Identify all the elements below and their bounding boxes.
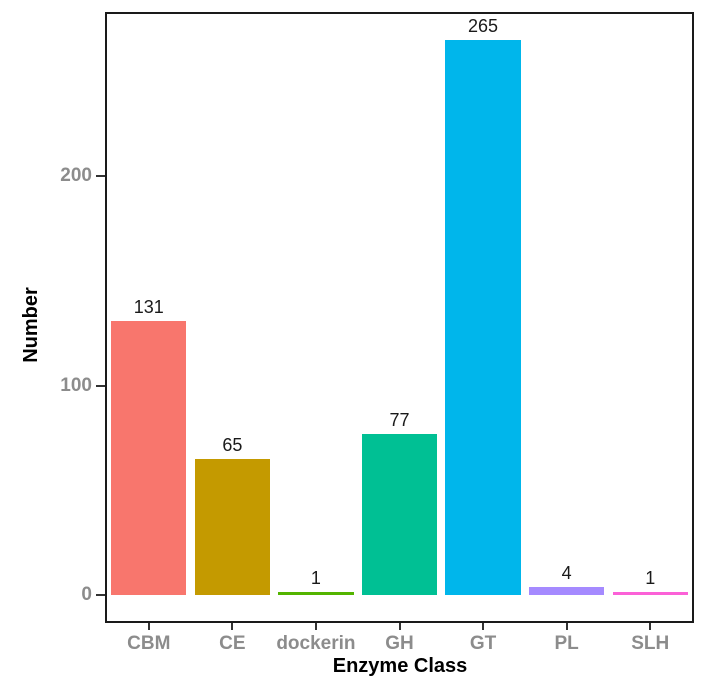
bar-value-label-gt: 265 [468, 16, 499, 36]
bar-dockerin [278, 592, 354, 595]
x-axis-tick-label-ce: CE [219, 633, 246, 654]
x-axis-tick-label-dockerin: dockerin [276, 633, 356, 654]
y-axis-tick-mark [96, 175, 105, 178]
x-axis-tick-mark-slh [649, 623, 652, 630]
x-axis-tick-mark-gt [482, 623, 485, 630]
bar-value-label-dockerin: 1 [310, 568, 321, 588]
bar-cbm [111, 320, 187, 595]
y-axis-tick-mark [96, 594, 105, 596]
x-axis-tick-mark-dockerin [314, 623, 317, 630]
x-axis-tick-label-slh: SLH [631, 633, 670, 654]
y-axis-tick-mark [96, 384, 105, 387]
bar-gt [445, 40, 521, 595]
y-axis-tick-label: 0 [81, 584, 92, 605]
x-axis-tick-label-gt: GT [469, 633, 497, 654]
x-axis-tick-label-cbm: CBM [127, 633, 171, 654]
x-axis-tick-mark-gh [398, 623, 401, 630]
y-axis-tick-label: 100 [60, 374, 92, 396]
bar-pl [529, 586, 605, 595]
bar-value-label-gh: 77 [389, 409, 410, 430]
bar-gh [361, 433, 438, 595]
bar-value-label-slh: 1 [645, 568, 656, 588]
bar-value-label-pl: 4 [561, 562, 572, 583]
bar-value-label-ce: 65 [222, 434, 243, 455]
bar-slh [612, 592, 688, 595]
x-axis-tick-label-pl: PL [554, 633, 579, 654]
x-axis-tick-label-gh: GH [385, 633, 414, 654]
x-axis-tick-mark-cbm [147, 623, 150, 630]
y-axis-title: Number [20, 287, 42, 363]
x-axis-title: Enzyme Class [332, 655, 468, 677]
y-axis-tick-label: 200 [60, 165, 92, 187]
bar-value-label-cbm: 131 [133, 296, 164, 317]
x-axis-tick-mark-ce [231, 623, 234, 630]
x-axis-tick-mark-pl [565, 623, 568, 630]
bar-ce [194, 458, 270, 595]
